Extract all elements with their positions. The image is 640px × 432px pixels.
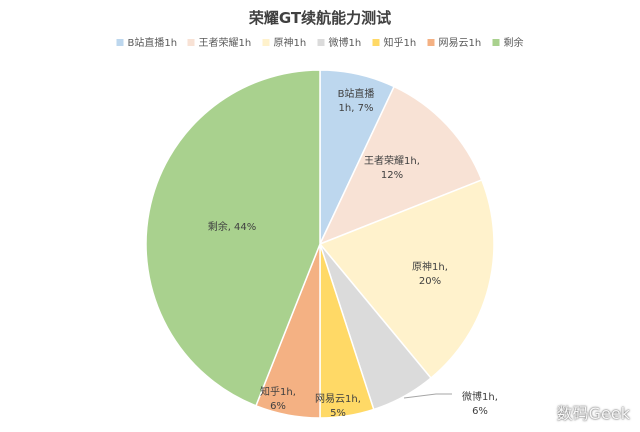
legend-swatch (262, 39, 270, 46)
legend-label: B站直播1h (128, 36, 178, 49)
legend-swatch (427, 39, 435, 46)
pie-slice (318, 85, 483, 246)
legend-label: 原神1h (274, 36, 307, 49)
leader-line (403, 393, 452, 399)
data-label: 剩余, 44% (208, 220, 257, 233)
legend-swatch (372, 39, 380, 46)
legend-swatch (317, 39, 325, 46)
data-labels: B站直播 1h, 7% 王者荣耀1h, 12% 原神1h, 20% 微博1h, 6% 网易云1h… (208, 87, 498, 419)
watermark: 数码Geek (556, 404, 630, 423)
legend: B站直播1h 王者荣耀1h 原神1h 微博1h 知乎1h 网易云1h 剩余 (116, 36, 524, 49)
pie-slice (145, 69, 321, 407)
data-label: 微博1h, 6% (462, 390, 498, 417)
legend-label: 剩余 (504, 36, 524, 49)
pie-slice (318, 178, 495, 380)
pie-slices (145, 69, 495, 419)
data-label: 网易云1h, 5% (315, 393, 361, 419)
data-label: B站直播 1h, 7% (338, 87, 375, 114)
legend-label: 王者荣耀1h (199, 37, 252, 49)
legend-swatch (116, 39, 124, 46)
data-label: 原神1h, 20% (412, 260, 448, 287)
legend-swatch (187, 39, 195, 46)
legend-label: 微博1h (329, 36, 362, 49)
chart-title: 荣耀GT续航能力测试 (248, 9, 391, 27)
data-label: 王者荣耀1h, 12% (364, 155, 420, 181)
legend-swatch (492, 39, 500, 46)
data-label: 知乎1h, 6% (260, 385, 296, 412)
leader-lines (403, 393, 452, 399)
legend-label: 网易云1h (439, 37, 482, 49)
legend-label: 知乎1h (384, 36, 417, 49)
